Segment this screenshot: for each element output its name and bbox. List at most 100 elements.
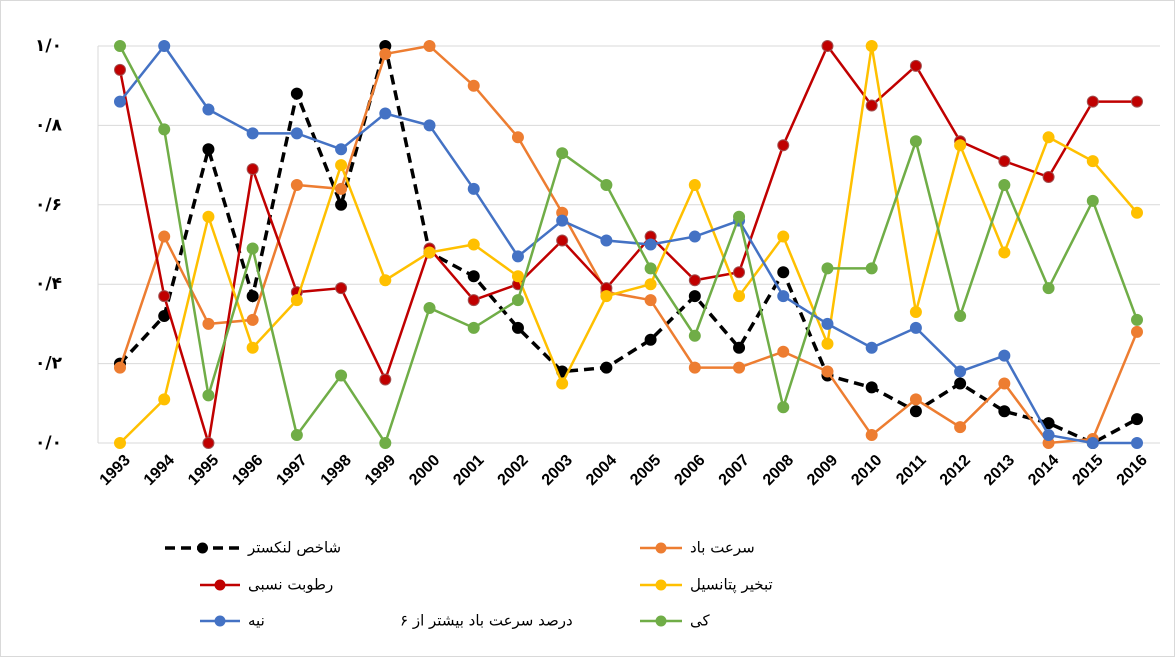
point: [1042, 429, 1055, 442]
series-line: [118, 44, 1139, 445]
point: [556, 214, 569, 227]
point: [379, 274, 392, 287]
point: [556, 377, 569, 390]
point: [600, 290, 613, 303]
point: [954, 309, 967, 322]
point: [600, 361, 613, 374]
point: [909, 393, 922, 406]
point: [158, 123, 171, 136]
point: [556, 234, 569, 247]
legend-marker: [655, 579, 667, 591]
point: [511, 321, 524, 334]
point: [1086, 437, 1099, 449]
point: [114, 63, 126, 76]
point: [467, 270, 480, 283]
legend-marker: [214, 579, 226, 591]
point: [998, 405, 1011, 418]
point: [733, 266, 746, 279]
point: [998, 178, 1011, 191]
point: [688, 329, 701, 342]
point: [1042, 171, 1055, 184]
point: [335, 159, 348, 172]
point: [1042, 282, 1055, 295]
point: [246, 242, 259, 255]
legend-marker: [214, 615, 226, 627]
legend-marker: [197, 542, 208, 554]
point: [865, 429, 878, 442]
point: [423, 119, 436, 132]
point: [467, 79, 480, 92]
point: [467, 238, 480, 251]
point: [202, 317, 215, 330]
point: [733, 341, 746, 354]
series-line: [118, 45, 1138, 445]
y-tick-label: ٠/۶: [35, 195, 62, 215]
point: [114, 437, 126, 449]
point: [998, 246, 1011, 259]
y-tick-label: ٠/٠: [35, 433, 62, 453]
series-line: [118, 43, 1137, 444]
point: [777, 401, 790, 414]
point: [909, 305, 922, 318]
point: [821, 317, 834, 330]
point: [335, 369, 348, 382]
legend-label: سرعت باد: [690, 539, 755, 557]
legend-label: نیه: [248, 612, 265, 630]
point: [865, 262, 878, 275]
point: [1042, 131, 1055, 144]
point: [909, 321, 922, 334]
point: [114, 40, 126, 52]
point: [998, 377, 1011, 390]
point: [202, 437, 215, 449]
point: [865, 40, 878, 52]
y-tick-label: ١/٠: [35, 36, 62, 56]
point: [777, 290, 790, 303]
point: [954, 365, 967, 378]
point: [688, 230, 701, 243]
legend-label: رطوبت نسبی: [248, 576, 333, 594]
point: [1131, 325, 1143, 338]
point: [644, 294, 657, 307]
point: [1131, 95, 1143, 108]
point: [290, 294, 303, 307]
point: [246, 127, 259, 140]
point: [688, 361, 701, 374]
point: [246, 163, 259, 176]
point: [909, 135, 922, 148]
point: [467, 321, 480, 334]
point: [290, 127, 303, 140]
point: [379, 107, 392, 120]
point: [644, 262, 657, 275]
point: [998, 349, 1011, 362]
point: [423, 302, 436, 315]
point: [202, 143, 215, 156]
point: [777, 266, 790, 279]
legend-label: تبخیر پتانسیل: [690, 576, 773, 595]
point: [202, 103, 215, 116]
point: [511, 270, 524, 283]
point: [467, 182, 480, 195]
point: [865, 341, 878, 354]
point: [556, 147, 569, 160]
series-line: [119, 43, 1137, 445]
point: [158, 393, 171, 406]
point: [246, 290, 259, 303]
point: [688, 290, 701, 303]
legend-marker: [655, 615, 667, 627]
point: [290, 178, 303, 191]
point: [733, 210, 746, 223]
point: [1131, 413, 1143, 426]
point: [1131, 206, 1143, 219]
point: [821, 365, 834, 378]
point: [158, 290, 171, 303]
point: [114, 361, 126, 374]
point: [998, 155, 1011, 168]
point: [600, 178, 613, 191]
point: [865, 381, 878, 394]
y-tick-label: ٠/٢: [35, 354, 63, 374]
point: [821, 40, 834, 52]
point: [379, 47, 392, 60]
point: [290, 87, 303, 100]
